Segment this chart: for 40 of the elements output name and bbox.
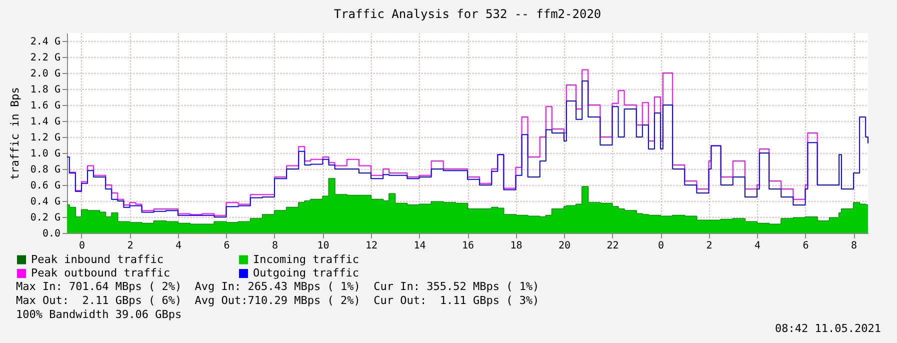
x-tick-label: 12: [365, 240, 378, 252]
text: 08:42 11.05.2021: [775, 322, 881, 335]
legend-label: Peak inbound traffic: [31, 252, 164, 266]
y-axis-title: traffic in Bps: [8, 87, 22, 180]
x-tick-label: 22: [606, 240, 619, 252]
y-tick-label: 0.6 G: [30, 180, 60, 192]
x-tick-label: 4: [175, 240, 182, 252]
x-tick-label: 2: [127, 240, 134, 252]
x-tick-label: 0: [78, 240, 85, 252]
y-tick-label: 2.4 G: [30, 36, 60, 48]
legend-label: Outgoing traffic: [253, 266, 359, 280]
y-tick-label: 1.8 G: [30, 84, 60, 96]
x-tick-label: 8: [851, 240, 858, 252]
y-tick-label: 2.0 G: [30, 68, 60, 80]
x-tick-label: 14: [414, 240, 426, 252]
y-tick-label: 1.6 G: [30, 100, 60, 112]
y-tick-label: 0.8 G: [30, 164, 60, 176]
legend-label: Peak outbound traffic: [31, 266, 170, 280]
x-tick-label: 10: [317, 240, 330, 252]
text: Max In: 701.64 MBps ( 2%) Avg In: 265.43 MBps ( 1%) Cur In: 355.52 MBps ( 1%): [16, 280, 540, 293]
x-tick-label: 2: [706, 240, 712, 252]
x-tick-label: 4: [754, 240, 761, 252]
y-tick-label: 0.0: [42, 228, 60, 240]
x-tick-label: 6: [224, 240, 230, 252]
y-tick-label: 1.4 G: [30, 116, 60, 128]
text: Max Out: 2.11 GBps ( 6%) Avg Out:710.29 MBps ( 2%) Cur Out: 1.11 GBps ( 3%): [16, 294, 540, 307]
y-tick-label: 1.0 G: [30, 148, 60, 160]
chart-title: Traffic Analysis for 532 -- ffm2-2020: [334, 7, 602, 21]
x-tick-label: 18: [510, 240, 522, 252]
y-tick-label: 2.2 G: [30, 52, 60, 64]
x-tick-label: 8: [272, 240, 278, 252]
y-tick-label: 1.2 G: [30, 132, 60, 144]
y-tick-label: 0.4 G: [30, 196, 60, 208]
x-tick-label: 16: [462, 240, 474, 252]
text: 100% Bandwidth 39.06 GBps: [16, 308, 182, 321]
x-tick-label: 20: [558, 240, 571, 252]
y-tick-label: 0.2 G: [30, 212, 60, 224]
x-tick-label: 0: [658, 240, 664, 252]
legend-label: Incoming traffic: [253, 252, 359, 266]
x-tick-label: 6: [802, 240, 809, 252]
